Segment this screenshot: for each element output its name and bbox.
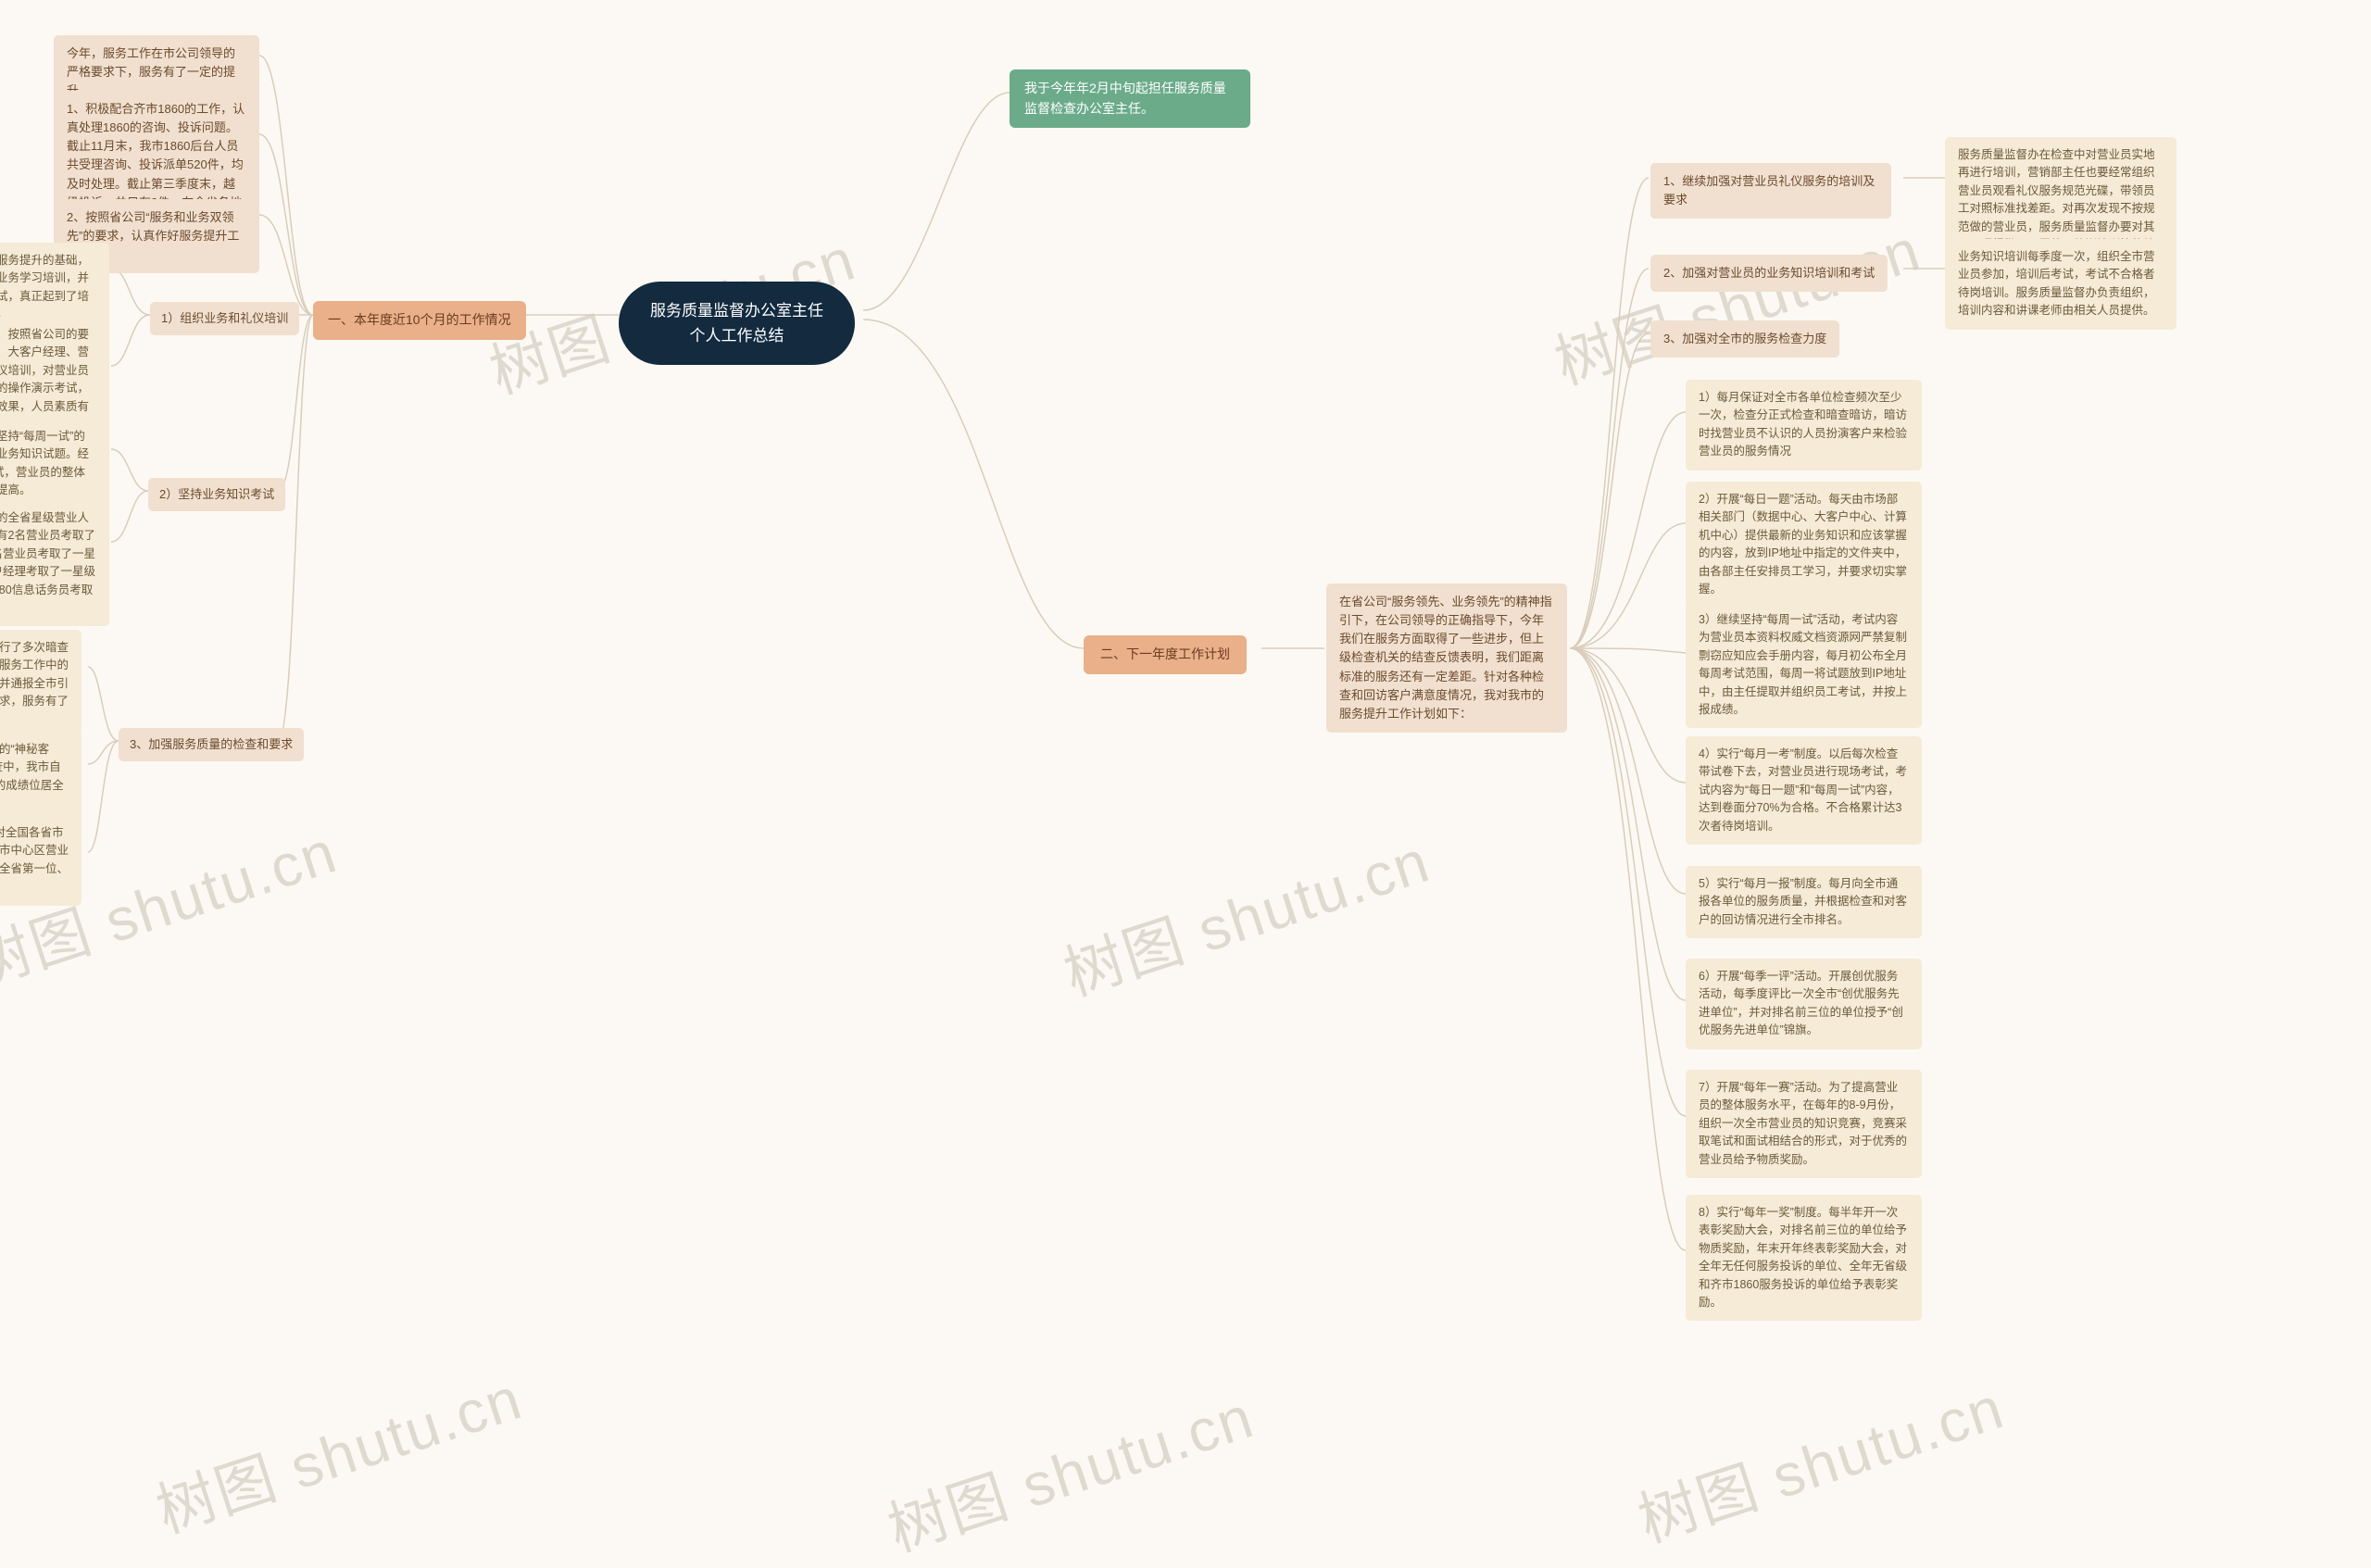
left-sub3-label: 2）坚持业务知识考试 (148, 478, 285, 511)
plan-detail-8: 8）实行“每年一奖”制度。每半年开一次表彰奖励大会，对排名前三位的单位给予物质奖… (1686, 1195, 1922, 1321)
plan-item-3: 3、加强对全市的服务检查力度 (1650, 320, 1839, 358)
center-root: 服务质量监督办公室主任 个人工作总结 (619, 282, 855, 365)
plan-detail-2: 2）开展“每日一题”活动。每天由市场部相关部门（数据中心、大客户中心、计算机中心… (1686, 482, 1922, 608)
plan-detail-5: 5）实行“每月一报”制度。每月向全市通报各单位的服务质量，并根据检查和对客户的回… (1686, 866, 1922, 938)
watermark: 树图 shutu.cn (144, 1351, 532, 1549)
watermark: 树图 shutu.cn (876, 1370, 1263, 1568)
left-sub2-label: 1）组织业务和礼仪培训 (150, 302, 299, 335)
plan-detail-4: 4）实行“每月一考”制度。以后每次检查带试卷下去，对营业员进行现场考试，考试内容… (1686, 736, 1922, 845)
left-sub4-label: 3、加强服务质量的检查和要求 (119, 728, 304, 761)
left-sub4-l3: 在今年9月份集团公司对全国各省市服务的专项检查中，我市中心区营业中心被抽检，成绩… (0, 815, 82, 906)
left-sub3-l2: 在今年省公司组织的全省星级营业人员的考试中，我市有2名营业员考取了二星级营业员、… (0, 500, 109, 626)
plan-item-1: 1、继续加强对营业员礼仪服务的培训及要求 (1650, 163, 1891, 219)
branch-this-year: 一、本年度近10个月的工作情况 (313, 301, 526, 340)
center-line1: 服务质量监督办公室主任 (650, 298, 823, 323)
plan-detail-1: 1）每月保证对全市各单位检查频次至少一次，检查分正式检查和暗查暗访，暗访时找营业… (1686, 380, 1922, 470)
watermark: 树图 shutu.cn (1543, 203, 1930, 401)
left-sub4-l2: 在第二季度省公司聘请的“神秘客户”对全省各地市的检查中，我市自有营业厅+合作营业… (0, 732, 82, 822)
right-intro: 我于今年年2月中旬起担任服务质量监督检查办公室主任。 (1010, 69, 1250, 128)
branch-next-year: 二、下一年度工作计划 (1084, 635, 1247, 674)
center-line2: 个人工作总结 (650, 323, 823, 348)
plan-detail-7: 7）开展“每年一赛”活动。为了提高营业员的整体服务水平，在每年的8-9月份，组织… (1686, 1070, 1922, 1178)
watermark: 树图 shutu.cn (1052, 814, 1439, 1012)
plan-detail-3: 3）继续坚持“每周一试”活动，考试内容为营业员本资料权威文档资源网严禁复制剽窃应… (1686, 602, 1922, 728)
plan-item-2: 2、加强对营业员的业务知识培训和考试 (1650, 255, 1888, 292)
left-sub3-l1: 一直在全市范围内坚持“每周一试”的考试，考试内容为业务知识试题。经过“每周一试”… (0, 419, 109, 509)
plan-intro: 在省公司“服务领先、业务领先”的精神指引下，在公司领导的正确指导下，今年我们在服… (1326, 583, 1567, 733)
plan-detail-6: 6）开展“每季一评”活动。开展创优服务活动，每季度评比一次全市“创优服务先进单位… (1686, 959, 1922, 1049)
plan-item-2-detail: 业务知识培训每季度一次，组织全市营业员参加，培训后考试，考试不合格者待岗培训。服… (1945, 239, 2177, 330)
left-sub4-l1: 本年度对全市各单位进行了多次暗查和正式检查，随时发现服务工作中的不足，立即要求整… (0, 630, 82, 738)
watermark: 树图 shutu.cn (1626, 1361, 2013, 1559)
